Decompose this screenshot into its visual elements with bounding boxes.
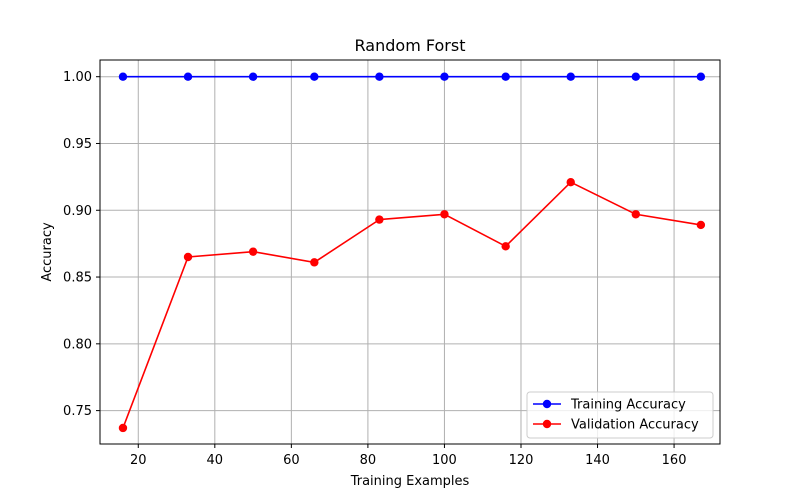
validation-accuracy-point (501, 242, 510, 251)
x-tick-label: 60 (283, 453, 300, 468)
legend-label-validation-accuracy: Validation Accuracy (571, 418, 699, 433)
x-tick-label: 20 (130, 453, 147, 468)
x-axis: 20 40 60 80 100 120 140 160 (130, 444, 686, 468)
y-tick-label: 1.00 (63, 70, 92, 85)
x-tick-label: 80 (360, 453, 377, 468)
legend: Training Accuracy Validation Accuracy (526, 391, 714, 439)
validation-accuracy-point (631, 210, 641, 219)
training-accuracy-point (696, 72, 706, 81)
x-axis-title: Training Examples (350, 474, 470, 489)
training-accuracy-point (248, 72, 258, 81)
x-tick-label: 120 (509, 453, 534, 468)
plot-area (99, 59, 721, 445)
validation-accuracy-point (375, 215, 384, 224)
y-tick-label: 0.90 (63, 204, 92, 219)
validation-accuracy-point (183, 252, 193, 262)
training-accuracy-point (501, 72, 510, 81)
validation-accuracy-point (696, 220, 706, 230)
validation-accuracy-point (566, 178, 575, 187)
legend-marker-validation-accuracy (542, 419, 552, 429)
legend-box (526, 391, 714, 439)
training-accuracy-point (118, 72, 128, 81)
validation-accuracy-point (118, 423, 128, 433)
y-axis: 0.75 0.80 0.85 0.90 0.95 1.00 (63, 70, 100, 419)
legend-label-training-accuracy: Training Accuracy (570, 398, 686, 413)
x-tick-label: 160 (662, 453, 687, 468)
legend-marker-training-accuracy (542, 399, 552, 409)
x-tick-label: 40 (207, 453, 224, 468)
y-tick-label: 0.85 (63, 271, 92, 286)
training-accuracy-point (310, 72, 319, 81)
validation-accuracy-point (248, 247, 258, 256)
training-accuracy-point (566, 72, 575, 81)
validation-accuracy-point (310, 258, 319, 267)
training-accuracy-point (631, 72, 641, 81)
x-tick-label: 100 (432, 453, 457, 468)
training-accuracy-point (183, 72, 193, 81)
y-tick-label: 0.95 (63, 137, 92, 152)
validation-accuracy-point (440, 210, 449, 219)
x-tick-label: 140 (585, 453, 610, 468)
training-accuracy-point (375, 72, 384, 81)
grid (100, 60, 720, 444)
y-axis-title: Accuracy (40, 222, 55, 282)
series-layer (118, 72, 706, 433)
chart-title: Random Forst (355, 36, 466, 55)
validation-accuracy-line (122, 181, 701, 429)
y-tick-label: 0.80 (63, 337, 92, 352)
training-accuracy-point (440, 72, 449, 81)
y-tick-label: 0.75 (63, 404, 92, 419)
